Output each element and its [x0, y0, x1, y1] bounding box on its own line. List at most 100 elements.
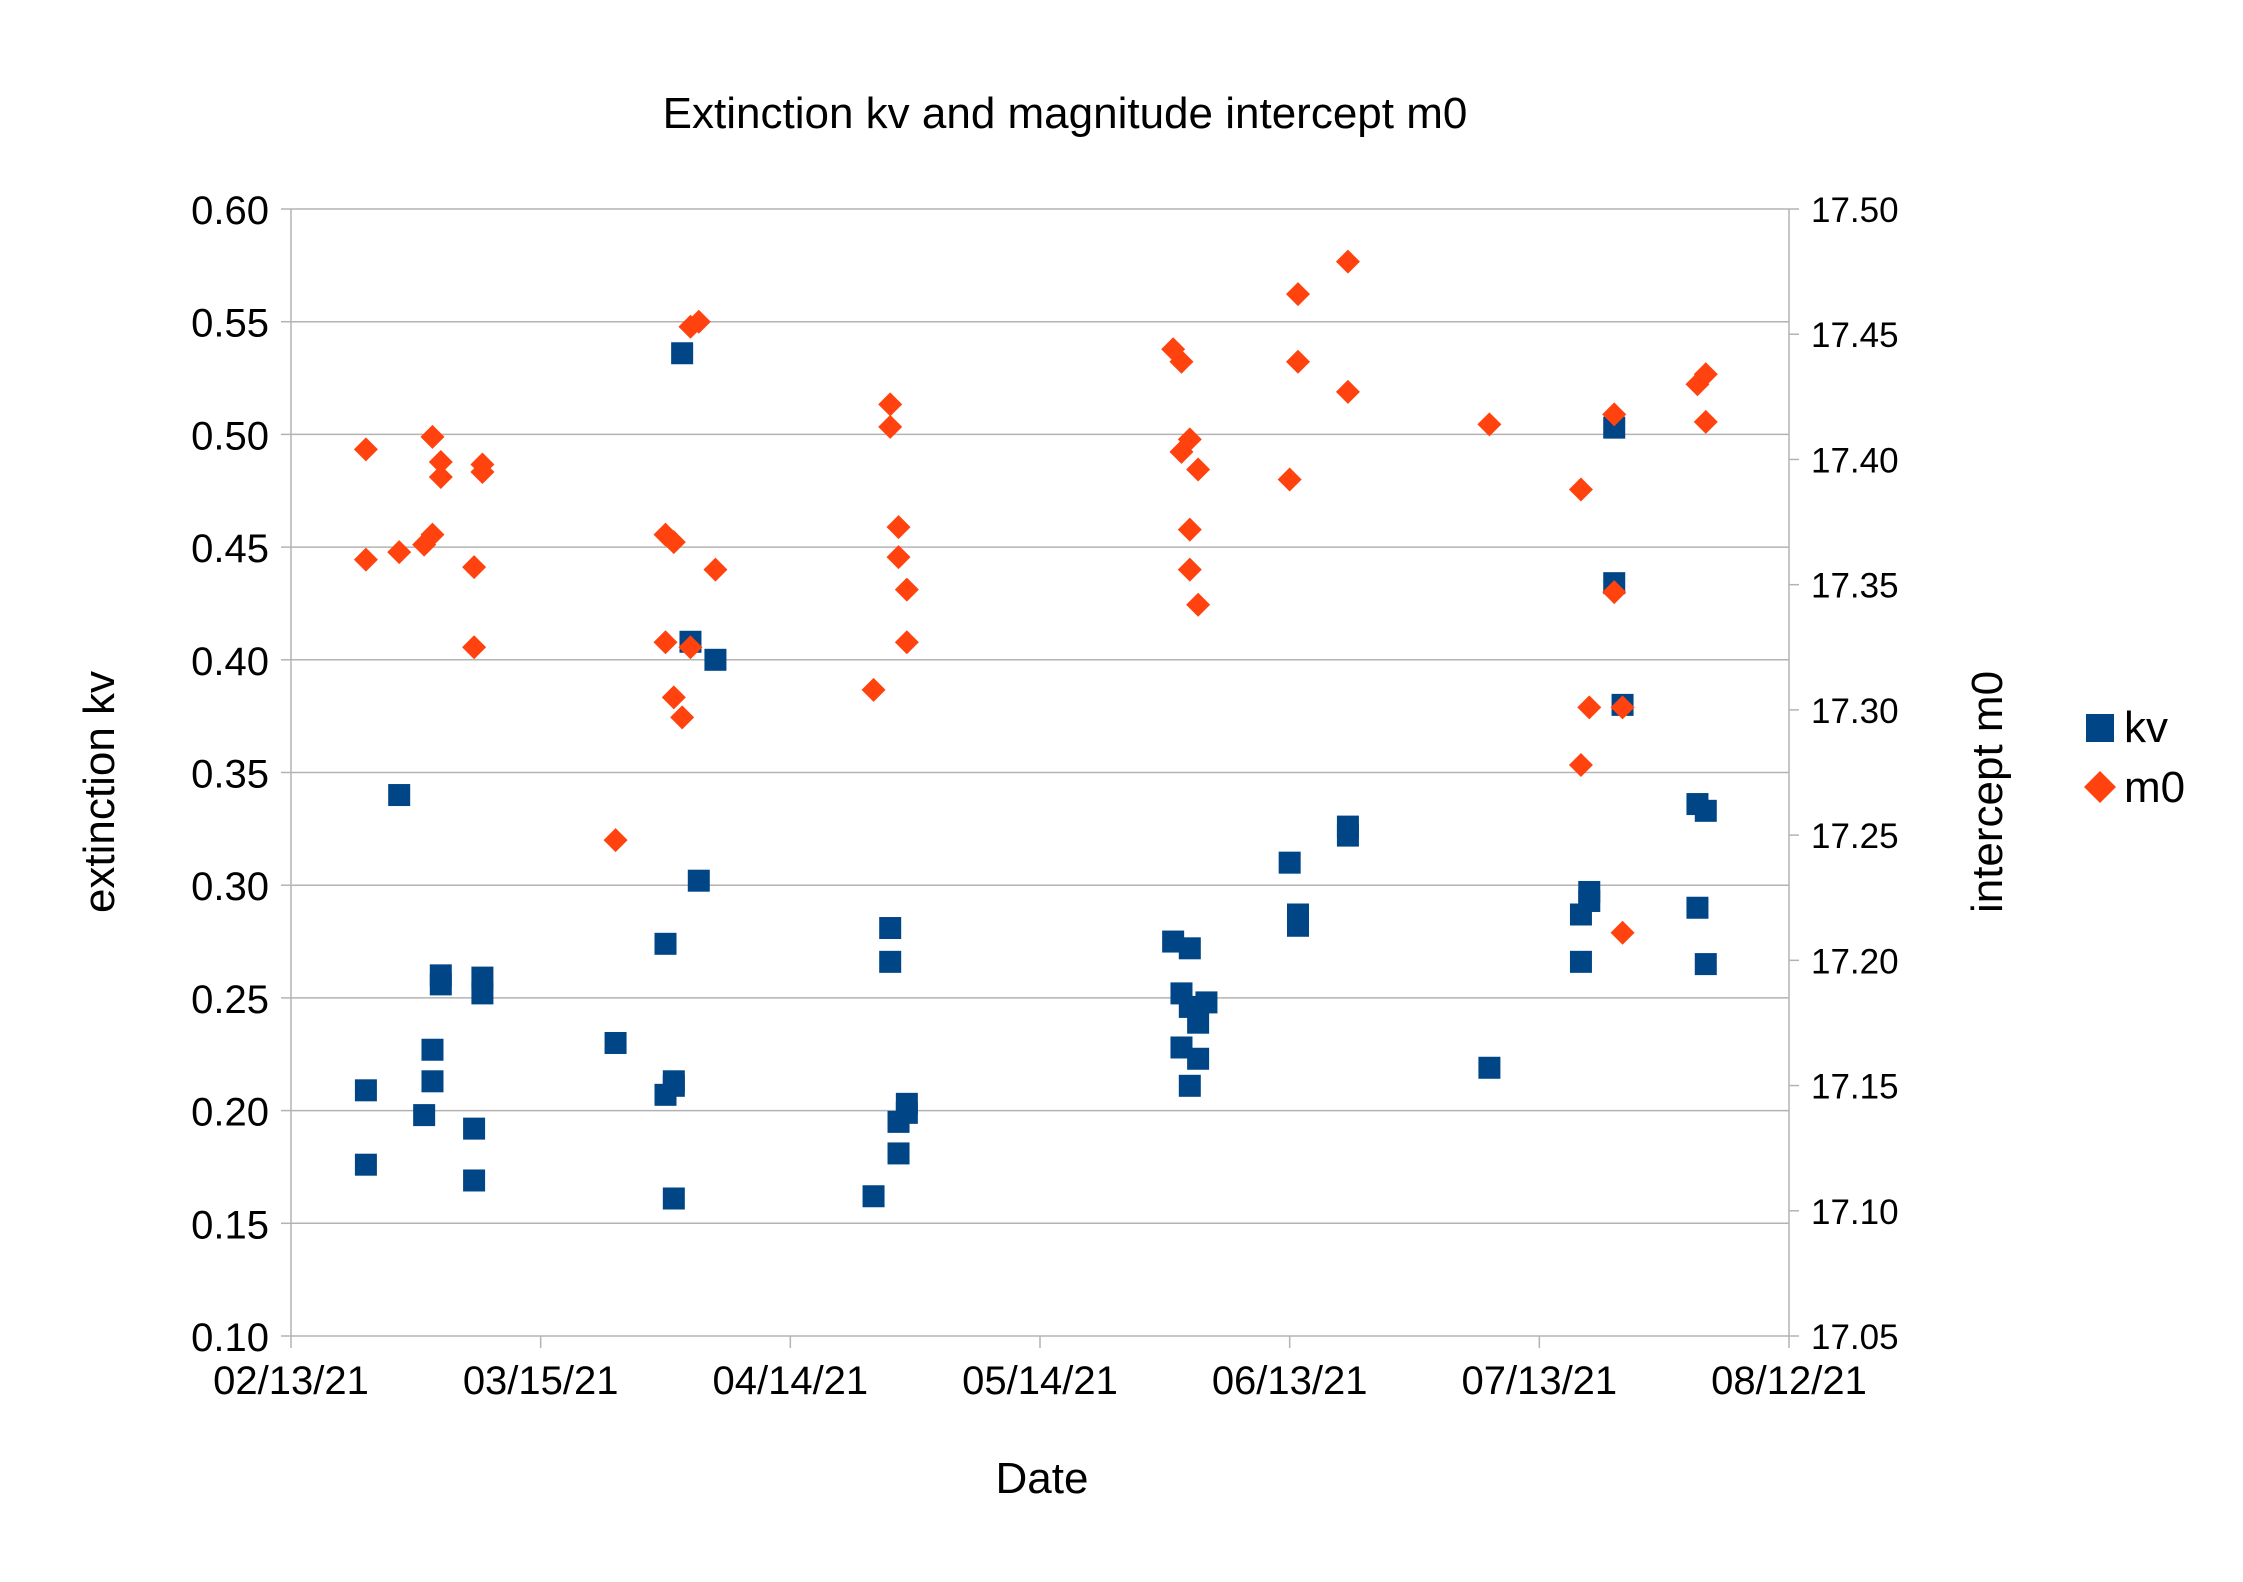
kv-point [1569, 950, 1592, 973]
m0-point [703, 557, 728, 582]
y-tick-label: 0.55 [191, 302, 269, 346]
m0-point [1610, 920, 1635, 945]
m0-point [603, 828, 628, 853]
m0-point [470, 459, 495, 484]
y-tick-label: 0.40 [191, 640, 269, 684]
kv-point [1162, 930, 1185, 953]
m0-point [462, 635, 487, 660]
m0-point [886, 515, 911, 540]
kv-point [463, 1117, 486, 1140]
m0-point [1693, 409, 1718, 434]
x-tick-label: 05/14/21 [962, 1359, 1118, 1403]
kv-point [421, 1038, 444, 1061]
kv-point [1187, 1011, 1210, 1034]
x-tick-label: 06/13/21 [1212, 1359, 1368, 1403]
kv-point [1170, 1036, 1193, 1059]
m0-point [1335, 249, 1360, 274]
m0-point [1186, 592, 1211, 617]
y-tick-label: 0.50 [191, 414, 269, 458]
m0-point [1177, 517, 1202, 542]
m0-point [387, 540, 412, 565]
kv-point [1694, 799, 1717, 822]
y-tick-labels: 0.10 0.15 0.20 0.25 0.30 0.35 0.40 0.45 0.50 0.55… [191, 189, 269, 1360]
kv-point [471, 982, 494, 1005]
m0-point [661, 530, 686, 555]
m0-point [1577, 695, 1602, 720]
m0-point [1335, 379, 1360, 404]
y2-axis-label: intercept m0 [1963, 671, 2012, 913]
m0-point [653, 630, 678, 655]
kv-point [1178, 937, 1201, 960]
axes [281, 208, 1799, 1348]
m0-point [1285, 349, 1310, 374]
kv-point [1694, 953, 1717, 976]
m0-point [1186, 457, 1211, 482]
kv-point [1278, 851, 1301, 874]
kv-point [1187, 1047, 1210, 1070]
y2-tick-label: 17.40 [1811, 441, 1899, 480]
y-tick-label: 0.20 [191, 1091, 269, 1135]
y-tick-label: 0.10 [191, 1316, 269, 1360]
m0-point [878, 392, 903, 417]
kv-point [1336, 815, 1359, 838]
kv-point [654, 932, 677, 955]
m0-point [353, 437, 378, 462]
kv-point [887, 1142, 910, 1165]
y2-tick-label: 17.10 [1811, 1193, 1899, 1232]
y-tick-label: 0.30 [191, 865, 269, 909]
m0-point [1477, 412, 1502, 437]
kv-point [463, 1169, 486, 1192]
m0-point [894, 630, 919, 655]
x-tick-labels: 02/13/21 03/15/21 04/14/21 05/14/21 06/13/21… [213, 1359, 1867, 1403]
legend-m0-marker [2084, 771, 2116, 803]
m0-point [420, 424, 445, 449]
m0-point [878, 414, 903, 439]
m0-point [428, 464, 453, 489]
kv-point [604, 1031, 627, 1054]
m0-point [420, 522, 445, 547]
y2-tick-label: 17.15 [1811, 1068, 1899, 1107]
x-tick-label: 08/12/21 [1711, 1359, 1867, 1403]
legend-kv-label: kv [2124, 703, 2168, 752]
kv-point [1195, 991, 1218, 1014]
x-axis-label: Date [996, 1454, 1089, 1503]
y2-tick-label: 17.25 [1811, 817, 1899, 856]
kv-point [388, 784, 411, 807]
m0-point [686, 309, 711, 334]
y-tick-label: 0.45 [191, 527, 269, 571]
m0-point [1177, 427, 1202, 452]
chart-title: Extinction kv and magnitude intercept m0 [663, 89, 1468, 138]
kv-point [879, 917, 902, 940]
m0-point [1693, 362, 1718, 387]
m0-point [678, 635, 703, 660]
m0-point [428, 449, 453, 474]
legend-kv-marker [2086, 714, 2114, 742]
m0-point [353, 547, 378, 572]
kv-point [1286, 914, 1309, 937]
y-tick-label: 0.35 [191, 753, 269, 797]
y-tick-label: 0.15 [191, 1203, 269, 1247]
y2-tick-labels: 17.05 17.10 17.15 17.20 17.25 17.30 17.35 17.40… [1811, 191, 1899, 1357]
m0-point [1602, 580, 1627, 605]
m0-point [1169, 349, 1194, 374]
kv-point [413, 1104, 436, 1127]
m0-point [670, 705, 695, 730]
x-tick-label: 07/13/21 [1461, 1359, 1617, 1403]
kv-point [354, 1079, 377, 1102]
y-tick-label: 0.25 [191, 978, 269, 1022]
kv-point [879, 950, 902, 973]
m0-point [1285, 282, 1310, 307]
kv-point [662, 1074, 685, 1097]
y-axis-label: extinction kv [75, 671, 124, 913]
x-tick-label: 04/14/21 [712, 1359, 868, 1403]
m0-point [1568, 752, 1593, 777]
y2-tick-label: 17.50 [1811, 191, 1899, 230]
x-tick-label: 02/13/21 [213, 1359, 369, 1403]
kv-point [862, 1185, 885, 1208]
y-tick-label: 0.60 [191, 189, 269, 233]
kv-point [1603, 416, 1626, 439]
grid-lines [291, 208, 1789, 1225]
kv-series [354, 342, 1717, 1210]
m0-point [894, 577, 919, 602]
kv-point [354, 1153, 377, 1176]
